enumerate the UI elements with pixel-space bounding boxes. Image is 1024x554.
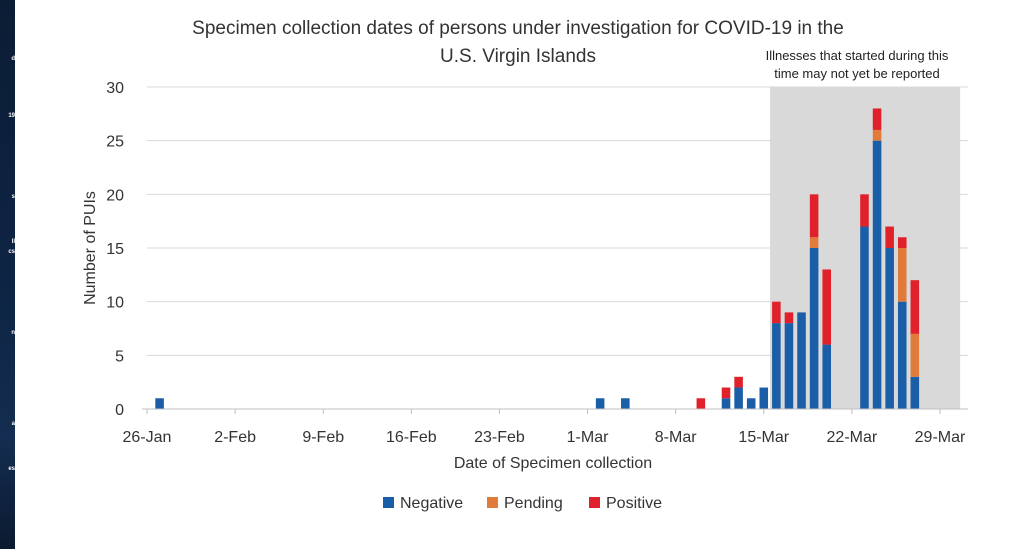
legend-label-negative: Negative <box>400 495 463 512</box>
bar-positive <box>910 280 920 334</box>
x-tick-label: 9-Feb <box>302 429 344 446</box>
bar-negative <box>621 398 630 409</box>
legend-swatch-pending <box>487 497 498 508</box>
sidebar-fragment: cs <box>8 249 15 255</box>
bar-negative <box>797 312 806 409</box>
legend-swatch-negative <box>383 497 394 508</box>
bar-pending <box>809 237 819 248</box>
chart-title-line-1: Specimen collection dates of persons und… <box>192 18 844 39</box>
bar-negative <box>872 140 882 409</box>
x-tick-label: 16-Feb <box>386 429 437 446</box>
x-tick-label: 26-Jan <box>123 429 172 446</box>
sidebar-fragment: 19 <box>8 113 15 119</box>
y-tick-label: 25 <box>106 134 124 151</box>
bar-negative <box>155 398 164 409</box>
chart-title-line-2: U.S. Virgin Islands <box>440 46 596 67</box>
background-sidebar-strip: d 19 s ll cs n a es <box>0 0 15 549</box>
bar-negative <box>772 323 781 409</box>
sidebar-fragment: ll <box>11 239 15 245</box>
bar-positive <box>696 398 706 409</box>
y-axis-title: Number of PUIs <box>82 191 99 305</box>
bar-negative <box>734 387 743 409</box>
y-tick-label: 10 <box>106 295 124 312</box>
bar-positive <box>772 301 781 324</box>
bar-negative <box>809 248 819 409</box>
bar-positive <box>809 194 819 238</box>
bar-negative <box>897 301 907 409</box>
bar-positive <box>872 108 882 130</box>
bar-negative <box>784 323 794 409</box>
y-tick-label: 0 <box>115 402 124 419</box>
x-axis-title: Date of Specimen collection <box>454 455 652 472</box>
bar-negative <box>746 398 756 409</box>
sidebar-fragment: d <box>11 56 15 62</box>
sidebar-fragment: s <box>11 194 15 200</box>
bar-positive <box>822 269 831 345</box>
bar-negative <box>885 248 894 409</box>
x-tick-label: 1-Mar <box>567 429 609 446</box>
sidebar-fragment: n <box>11 330 15 336</box>
bar-negative <box>595 398 605 409</box>
sidebar-fragment: a <box>11 421 15 427</box>
x-tick-label: 22-Mar <box>827 429 878 446</box>
chart-container: 0 5 10 15 20 25 30 26-Jan 2-Feb 9-Feb 16-Feb 23-Feb… <box>15 0 1024 549</box>
x-tick-label: 15-Mar <box>738 429 789 446</box>
shaded-region-label-line-1: Illnesses that started during this <box>766 48 949 63</box>
bar-positive <box>784 312 794 324</box>
y-tick-label: 5 <box>115 348 124 365</box>
y-tick-label: 30 <box>106 80 124 97</box>
bar-negative <box>721 398 731 409</box>
bar-positive <box>885 226 894 248</box>
x-tick-label: 2-Feb <box>214 429 256 446</box>
bar-positive <box>860 194 869 227</box>
bar-negative <box>822 344 831 409</box>
x-tick-label: 8-Mar <box>655 429 697 446</box>
x-tick-label: 23-Feb <box>474 429 525 446</box>
sidebar-fragment: es <box>8 466 15 472</box>
legend-label-pending: Pending <box>504 495 563 512</box>
bar-negative <box>860 226 869 409</box>
shaded-region-label-line-2: time may not yet be reported <box>774 66 939 81</box>
legend: Negative Pending Positive <box>383 495 662 512</box>
bar-pending <box>872 129 882 141</box>
legend-label-positive: Positive <box>606 495 662 512</box>
bar-negative <box>910 376 920 409</box>
covid-pui-chart: 0 5 10 15 20 25 30 26-Jan 2-Feb 9-Feb 16-Feb 23-Feb… <box>82 18 968 512</box>
y-tick-label: 20 <box>106 187 124 204</box>
bar-negative <box>759 387 769 409</box>
legend-swatch-positive <box>589 497 600 508</box>
bar-positive <box>721 387 731 399</box>
bar-pending <box>897 248 907 302</box>
y-tick-label: 15 <box>106 241 124 258</box>
bar-positive <box>734 376 743 388</box>
bar-positive <box>897 237 907 248</box>
x-tick-label: 29-Mar <box>915 429 966 446</box>
bar-pending <box>910 333 920 377</box>
